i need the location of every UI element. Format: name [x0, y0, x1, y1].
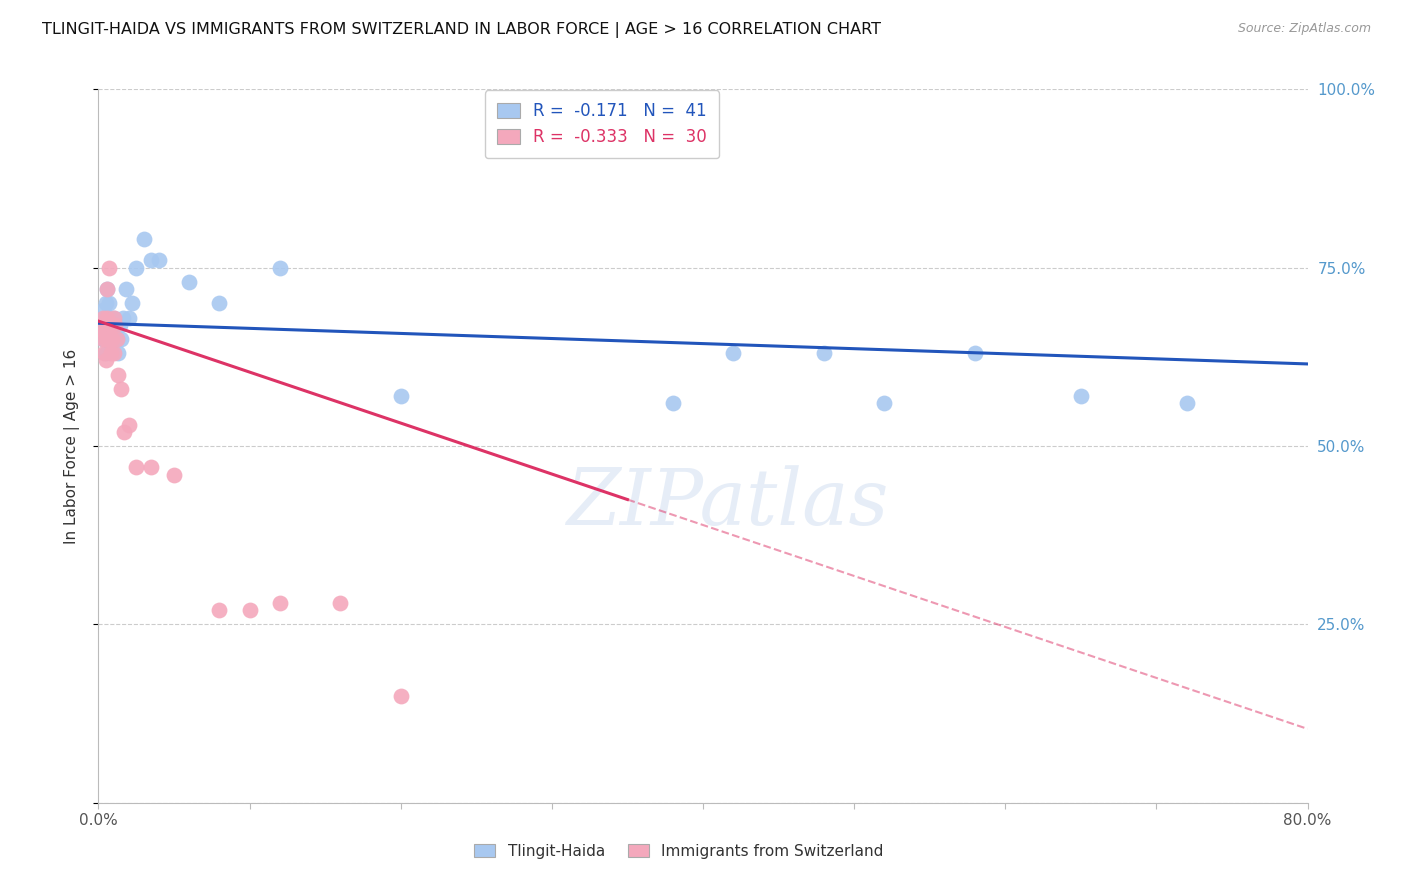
Point — [91, 332, 114, 346]
Point — [965, 346, 987, 360]
Point — [90, 318, 112, 332]
Point — [104, 318, 127, 332]
Point — [103, 332, 125, 346]
Point — [148, 253, 170, 268]
Point — [1070, 389, 1092, 403]
Point — [239, 603, 262, 617]
Point — [141, 253, 163, 268]
Point — [723, 346, 745, 360]
Point — [104, 332, 127, 346]
Point — [105, 332, 128, 346]
Point — [118, 417, 141, 432]
Point — [96, 310, 118, 325]
Point — [141, 460, 163, 475]
Point — [90, 318, 112, 332]
Point — [101, 318, 124, 332]
Legend: Tlingit-Haida, Immigrants from Switzerland: Tlingit-Haida, Immigrants from Switzerla… — [467, 836, 891, 866]
Point — [100, 346, 122, 360]
Point — [100, 318, 122, 332]
Point — [107, 346, 129, 360]
Text: Source: ZipAtlas.com: Source: ZipAtlas.com — [1237, 22, 1371, 36]
Point — [93, 310, 115, 325]
Point — [94, 296, 117, 310]
Point — [91, 303, 114, 318]
Point — [208, 296, 231, 310]
Point — [98, 332, 121, 346]
Point — [179, 275, 201, 289]
Point — [94, 353, 117, 368]
Point — [103, 310, 125, 325]
Point — [118, 310, 141, 325]
Point — [101, 332, 124, 346]
Text: TLINGIT-HAIDA VS IMMIGRANTS FROM SWITZERLAND IN LABOR FORCE | AGE > 16 CORRELATI: TLINGIT-HAIDA VS IMMIGRANTS FROM SWITZER… — [42, 22, 882, 38]
Point — [125, 260, 148, 275]
Y-axis label: In Labor Force | Age > 16: In Labor Force | Age > 16 — [65, 349, 80, 543]
Point — [94, 332, 117, 346]
Point — [93, 332, 115, 346]
Point — [112, 425, 135, 439]
Point — [132, 232, 155, 246]
Point — [125, 460, 148, 475]
Point — [98, 332, 121, 346]
Point — [389, 389, 412, 403]
Point — [813, 346, 835, 360]
Point — [96, 282, 118, 296]
Point — [98, 260, 121, 275]
Point — [269, 260, 291, 275]
Point — [110, 332, 132, 346]
Point — [329, 596, 352, 610]
Point — [389, 689, 412, 703]
Point — [103, 346, 125, 360]
Point — [661, 396, 683, 410]
Point — [98, 296, 121, 310]
Point — [103, 310, 125, 325]
Point — [91, 310, 114, 325]
Point — [163, 467, 186, 482]
Point — [107, 368, 129, 382]
Point — [105, 332, 128, 346]
Point — [93, 325, 115, 339]
Text: ZIPatlas: ZIPatlas — [567, 465, 889, 541]
Point — [91, 332, 114, 346]
Point — [873, 396, 896, 410]
Point — [96, 282, 118, 296]
Point — [94, 346, 117, 360]
Point — [208, 603, 231, 617]
Point — [114, 282, 136, 296]
Point — [269, 596, 291, 610]
Point — [96, 318, 118, 332]
Point — [108, 318, 131, 332]
Point — [94, 325, 117, 339]
Point — [93, 346, 115, 360]
Point — [100, 310, 122, 325]
Point — [110, 382, 132, 396]
Point — [100, 325, 122, 339]
Point — [121, 296, 143, 310]
Point — [1175, 396, 1198, 410]
Point — [111, 310, 134, 325]
